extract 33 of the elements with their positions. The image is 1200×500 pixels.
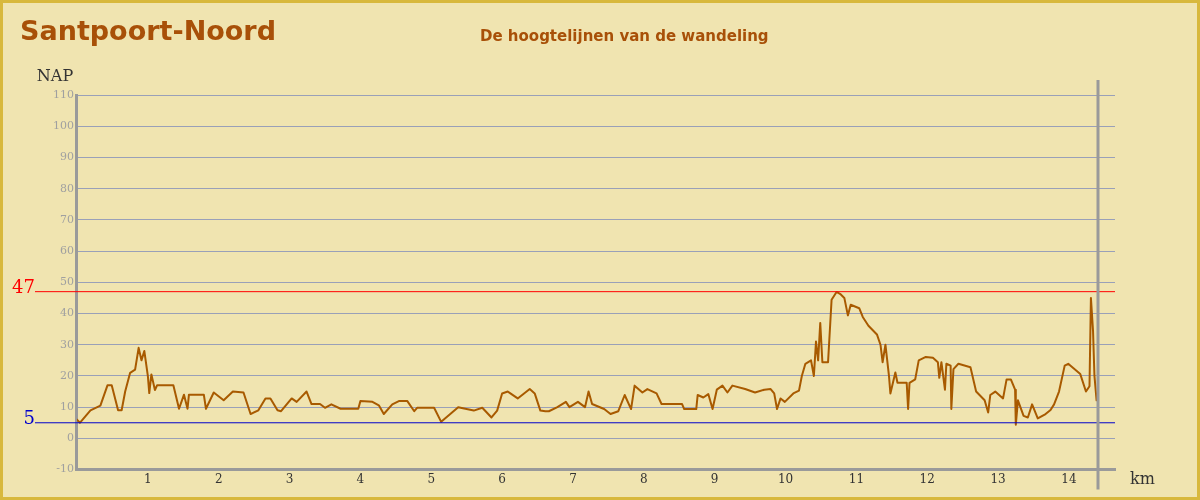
x-tick-label: 2 <box>214 471 223 486</box>
y-tick-label: 100 <box>53 119 74 133</box>
y-tick-label: 110 <box>53 87 74 101</box>
chart-subtitle: De hoogtelijnen van de wandeling <box>480 27 769 45</box>
x-tick-label: 13 <box>990 471 1006 486</box>
y-tick-label: 70 <box>60 212 74 226</box>
x-tick-label: 4 <box>356 471 365 486</box>
x-tick-label: 6 <box>498 471 506 486</box>
x-tick-label: 5 <box>427 471 436 486</box>
y-tick-label: -10 <box>56 462 74 476</box>
x-tick-label: 1 <box>144 471 152 486</box>
y-tick-label: 60 <box>60 243 74 257</box>
ref-line-label: 47 <box>12 276 35 298</box>
x-tick-label: 11 <box>848 471 865 486</box>
y-tick-label: 30 <box>60 337 74 351</box>
x-tick-label: 9 <box>710 471 719 486</box>
x-tick-label: 3 <box>285 471 294 486</box>
ref-line-label: 5 <box>23 407 35 429</box>
x-tick-label: 10 <box>777 471 794 486</box>
x-tick-label: 14 <box>1061 471 1077 486</box>
x-tick-label: 12 <box>919 471 935 486</box>
chart-title: Santpoort-Noord <box>20 15 276 46</box>
y-tick-label: 20 <box>60 368 74 382</box>
y-tick-label: 80 <box>60 181 74 195</box>
y-tick-label: 50 <box>60 275 74 289</box>
y-axis-title: NAP <box>36 66 74 86</box>
x-tick-label: 7 <box>569 471 577 486</box>
x-tick-label: 8 <box>640 471 648 486</box>
y-tick-label: 10 <box>60 400 74 414</box>
y-tick-label: 40 <box>60 306 74 320</box>
x-axis-title: km <box>1130 468 1155 488</box>
y-tick-label: 90 <box>60 150 74 164</box>
y-tick-label: 0 <box>67 431 74 445</box>
